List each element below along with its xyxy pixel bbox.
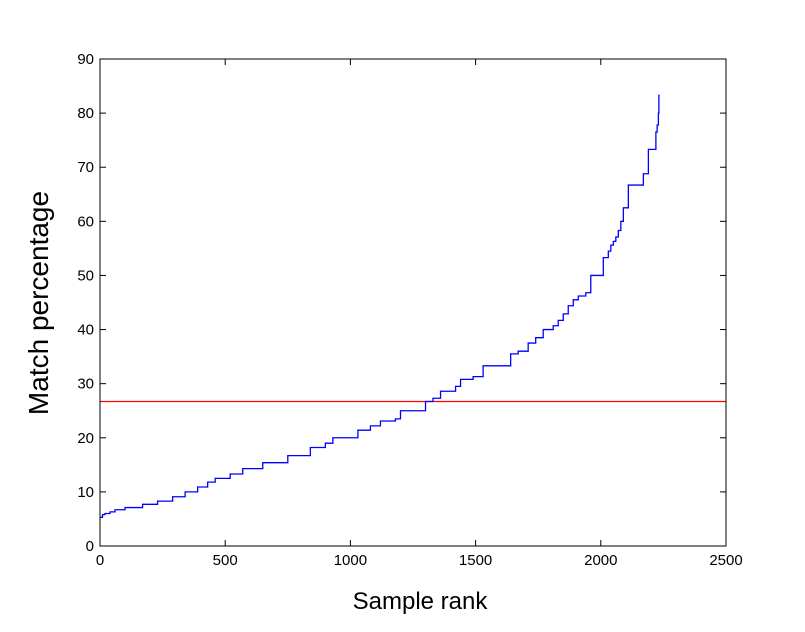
x-tick-label: 0 xyxy=(96,552,104,569)
plot-frame xyxy=(99,58,727,547)
x-tick-label: 500 xyxy=(213,552,238,569)
y-tick-label: 30 xyxy=(77,376,94,393)
y-tick-label: 50 xyxy=(77,267,94,284)
y-tick-label: 40 xyxy=(77,322,94,339)
x-tick-label: 1500 xyxy=(459,552,492,569)
y-tick-label: 20 xyxy=(77,430,94,447)
x-axis-title: Sample rank xyxy=(353,588,489,615)
y-tick-label: 90 xyxy=(77,51,94,68)
x-tick-label: 2500 xyxy=(709,552,742,569)
y-tick-label: 80 xyxy=(77,105,94,122)
series-line xyxy=(100,94,660,518)
y-tick-label: 10 xyxy=(77,484,94,501)
x-tick-label: 2000 xyxy=(584,552,617,569)
y-tick-label: 70 xyxy=(77,159,94,176)
axes: 0 500 1000 1500 2000 2500 0 10 20 30 40 50 60 70 80 90 xyxy=(77,51,742,569)
y-tick-label: 60 xyxy=(77,213,94,230)
y-tick-label: 0 xyxy=(86,538,94,555)
x-tick-label: 1000 xyxy=(334,552,367,569)
y-axis-title: Match percentage xyxy=(23,191,54,415)
plot-area xyxy=(100,94,726,518)
